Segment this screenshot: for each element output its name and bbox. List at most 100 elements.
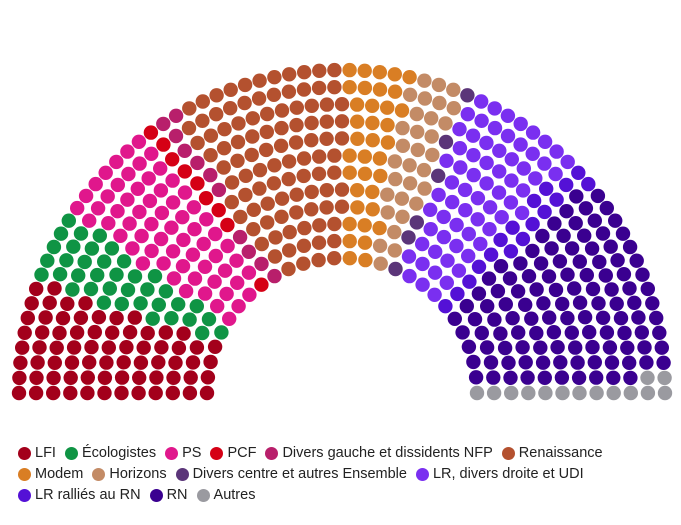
seat-2 xyxy=(131,134,147,149)
seat-9 xyxy=(549,144,564,159)
seat-12 xyxy=(640,385,656,401)
seat-5 xyxy=(260,196,275,211)
seat-8 xyxy=(401,230,416,245)
seat-11 xyxy=(550,340,565,355)
seat-9 xyxy=(457,182,473,198)
legend-label: Autres xyxy=(213,487,256,503)
seat-2 xyxy=(122,216,137,231)
seat-1 xyxy=(59,253,74,268)
seat-2 xyxy=(196,236,211,252)
seat-11 xyxy=(639,355,654,370)
seat-0 xyxy=(46,385,61,401)
seat-9 xyxy=(449,238,464,254)
seat-10 xyxy=(462,274,477,289)
seat-10 xyxy=(493,232,508,248)
seat-0 xyxy=(47,355,62,370)
seat-5 xyxy=(281,84,297,99)
seat-5 xyxy=(238,168,253,183)
seat-11 xyxy=(599,200,614,216)
seat-11 xyxy=(498,297,513,312)
seat-0 xyxy=(158,325,173,340)
seat-5 xyxy=(195,113,210,128)
seat-6 xyxy=(342,148,357,163)
seat-9 xyxy=(560,154,575,170)
seat-5 xyxy=(304,184,319,200)
seat-11 xyxy=(535,355,551,370)
seat-5 xyxy=(327,165,342,180)
seat-5 xyxy=(245,111,260,126)
seat-0 xyxy=(73,310,89,325)
seat-0 xyxy=(168,355,183,370)
seat-3 xyxy=(254,277,269,292)
seat-2 xyxy=(144,243,159,259)
seat-1 xyxy=(65,282,80,297)
seat-7 xyxy=(409,106,424,122)
seat-5 xyxy=(289,205,304,220)
seat-1 xyxy=(120,282,136,298)
seat-9 xyxy=(479,176,494,191)
seat-11 xyxy=(572,254,587,269)
seat-0 xyxy=(32,340,47,355)
seat-11 xyxy=(569,189,584,204)
seat-1 xyxy=(104,241,120,256)
seat-1 xyxy=(109,267,124,282)
seat-4 xyxy=(232,229,248,245)
seat-11 xyxy=(505,311,520,326)
seat-5 xyxy=(273,138,289,153)
seat-5 xyxy=(281,154,297,169)
seat-6 xyxy=(349,97,365,112)
legend-label: LFI xyxy=(35,445,56,461)
seat-11 xyxy=(589,370,604,385)
seat-0 xyxy=(99,355,114,370)
seat-0 xyxy=(55,311,71,326)
seat-0 xyxy=(166,370,181,385)
seat-9 xyxy=(427,265,443,280)
seat-11 xyxy=(547,216,562,231)
seat-2 xyxy=(125,241,140,256)
seat-11 xyxy=(556,228,571,243)
seat-5 xyxy=(334,131,350,146)
seat-0 xyxy=(42,295,57,310)
seat-9 xyxy=(431,187,446,203)
seat-5 xyxy=(319,114,334,129)
seat-4 xyxy=(267,268,282,284)
seat-0 xyxy=(154,340,169,355)
seat-6 xyxy=(342,251,357,266)
seat-0 xyxy=(114,370,130,385)
legend-swatch xyxy=(165,447,179,460)
seat-2 xyxy=(144,216,159,232)
seat-9 xyxy=(473,236,488,252)
seat-1 xyxy=(90,267,105,283)
legend-item: Divers centre et autres Ensemble xyxy=(175,464,407,485)
seat-9 xyxy=(525,125,541,140)
seat-7 xyxy=(446,101,461,116)
legend-swatch xyxy=(64,447,78,460)
seat-2 xyxy=(141,171,156,186)
seat-11 xyxy=(629,253,644,268)
seat-11 xyxy=(480,299,495,314)
seat-7 xyxy=(395,209,410,224)
seat-6 xyxy=(365,133,380,148)
seat-11 xyxy=(513,256,528,271)
seat-11 xyxy=(493,326,508,341)
seat-2 xyxy=(110,204,125,219)
seat-7 xyxy=(395,138,411,153)
seat-6 xyxy=(373,168,388,184)
seat-3 xyxy=(143,125,159,140)
seat-6 xyxy=(387,84,403,99)
seat-5 xyxy=(319,131,334,146)
seat-6 xyxy=(380,117,395,133)
seat-5 xyxy=(266,87,282,103)
seat-9 xyxy=(500,108,516,124)
seat-9 xyxy=(461,248,476,264)
legend-row: LR ralliés au RN RN Autres xyxy=(18,485,678,506)
seat-2 xyxy=(231,299,246,314)
seat-0 xyxy=(12,370,27,386)
seat-9 xyxy=(482,200,498,215)
seat-0 xyxy=(97,370,113,385)
seat-11 xyxy=(571,370,587,385)
seat-7 xyxy=(387,243,402,258)
seat-12 xyxy=(657,370,672,386)
seat-9 xyxy=(500,128,516,144)
seat-10 xyxy=(559,177,574,193)
